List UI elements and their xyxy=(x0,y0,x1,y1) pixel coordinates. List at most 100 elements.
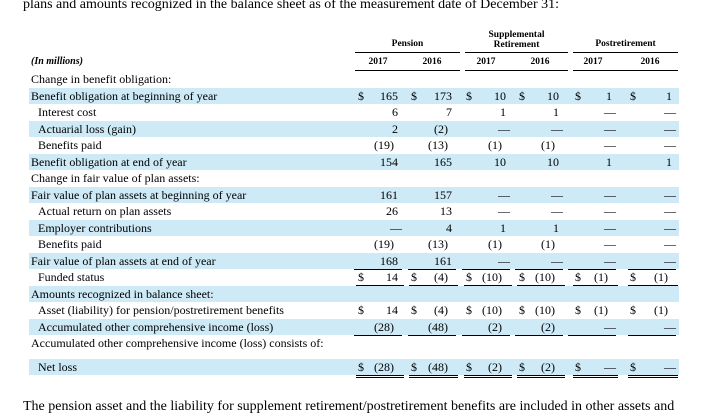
cell-double-underline xyxy=(517,374,565,378)
table-cell: (48) xyxy=(428,359,448,374)
row-label: Change in benefit obligation: xyxy=(31,72,172,86)
table-cell: — xyxy=(551,204,563,218)
table-cell: — xyxy=(551,187,563,202)
table-cell: (1) xyxy=(541,237,555,251)
table-row: Amounts recognized in balance sheet: xyxy=(29,285,679,302)
table-row: Accumulated other comprehensive income (… xyxy=(29,335,679,352)
table-cell: — xyxy=(498,121,510,136)
table-cell: (1) xyxy=(541,138,555,152)
currency-symbol: $ xyxy=(411,303,417,317)
year-rule xyxy=(573,70,678,71)
year-header: 2016 xyxy=(422,57,442,67)
table-cell: 1 xyxy=(553,220,559,235)
currency-symbol: $ xyxy=(575,270,581,284)
table-cell: (13) xyxy=(428,138,448,152)
currency-symbol: $ xyxy=(411,359,417,374)
row-label: Fair value of plan assets at beginning o… xyxy=(31,187,247,202)
table-row: Employer contributions xyxy=(29,219,679,236)
cell-underline xyxy=(568,335,616,336)
table-cell: 1 xyxy=(666,88,672,103)
table-cell: (1) xyxy=(594,270,608,284)
table-cell: 10 xyxy=(547,154,559,169)
cell-underline xyxy=(568,269,616,270)
table-cell: — xyxy=(664,138,676,152)
table-cell: 165 xyxy=(434,154,452,169)
row-label: Change in fair value of plan assets: xyxy=(31,171,200,185)
cell-double-underline xyxy=(464,374,512,378)
cell-underline xyxy=(408,269,456,270)
table-cell: — xyxy=(664,187,676,202)
cell-underline xyxy=(462,335,510,336)
table-cell: — xyxy=(664,220,676,235)
currency-symbol: $ xyxy=(630,270,636,284)
currency-symbol: $ xyxy=(630,359,636,374)
row-label: Amounts recognized in balance sheet: xyxy=(31,286,214,301)
currency-symbol: $ xyxy=(466,359,472,374)
currency-symbol: $ xyxy=(466,303,472,317)
currency-symbol: $ xyxy=(358,303,364,317)
table-cell: 14 xyxy=(386,270,398,284)
table-cell: (10) xyxy=(535,303,555,317)
table-row: Actuarial loss (gain) xyxy=(29,120,679,137)
table-cell: — xyxy=(390,220,402,235)
table-cell: — xyxy=(664,204,676,218)
table-cell: — xyxy=(498,253,510,268)
currency-symbol: $ xyxy=(575,88,581,103)
row-label: Benefit obligation at end of year xyxy=(31,154,187,169)
header-rule xyxy=(465,52,568,53)
table-cell: 157 xyxy=(434,187,452,202)
table-cell: — xyxy=(664,319,676,334)
table-cell: (4) xyxy=(434,303,448,317)
table-cell: — xyxy=(604,220,616,235)
year-header: 2016 xyxy=(530,57,550,67)
cell-double-underline xyxy=(628,374,678,378)
cell-underline xyxy=(408,335,456,336)
outro-text: The pension asset and the liability for … xyxy=(23,399,675,414)
table-row: Net loss xyxy=(29,358,679,375)
table-cell: 7 xyxy=(446,105,452,119)
table-cell: 154 xyxy=(380,154,398,169)
row-label: Benefits paid xyxy=(38,138,102,152)
currency-symbol: $ xyxy=(411,270,417,284)
table-row: Funded status xyxy=(29,269,679,286)
table-cell: 1 xyxy=(666,154,672,169)
table-cell: 4 xyxy=(446,220,452,235)
row-label: Actual return on plan assets xyxy=(38,204,172,218)
table-cell: (1) xyxy=(488,237,502,251)
table-cell: (10) xyxy=(482,270,502,284)
table-cell: — xyxy=(604,237,616,251)
table-cell: — xyxy=(604,105,616,119)
column-group-header: Supplemental Retirement xyxy=(488,30,545,50)
table-cell: — xyxy=(664,237,676,251)
table-cell: 1 xyxy=(606,154,612,169)
table-row: Change in benefit obligation: xyxy=(29,71,679,88)
cell-underline xyxy=(354,269,402,270)
table-cell: (1) xyxy=(488,138,502,152)
table-cell: (10) xyxy=(482,303,502,317)
table-cell: 13 xyxy=(440,204,452,218)
row-label: Asset (liability) for pension/postretire… xyxy=(38,303,284,317)
table-cell: 14 xyxy=(386,303,398,317)
table-cell: 1 xyxy=(500,220,506,235)
table-cell: 165 xyxy=(380,88,398,103)
table-cell: 173 xyxy=(434,88,452,103)
currency-symbol: $ xyxy=(519,270,525,284)
table-cell: 10 xyxy=(547,88,559,103)
table-cell: 1 xyxy=(553,105,559,119)
cell-underline xyxy=(515,335,563,336)
header-rule xyxy=(355,52,460,53)
table-cell: — xyxy=(604,319,616,334)
table-cell: — xyxy=(498,204,510,218)
table-row: Actual return on plan assets xyxy=(29,203,679,220)
table-row: Benefit obligation at end of year xyxy=(29,153,679,170)
table-cell: — xyxy=(604,204,616,218)
table-cell: (2) xyxy=(541,359,555,374)
currency-symbol: $ xyxy=(575,303,581,317)
table-cell: (19) xyxy=(374,138,394,152)
year-header: 2017 xyxy=(583,57,603,67)
table-cell: — xyxy=(498,187,510,202)
table-cell: 2 xyxy=(392,121,398,136)
currency-symbol: $ xyxy=(358,88,364,103)
table-cell: — xyxy=(551,253,563,268)
table-cell: 168 xyxy=(380,253,398,268)
